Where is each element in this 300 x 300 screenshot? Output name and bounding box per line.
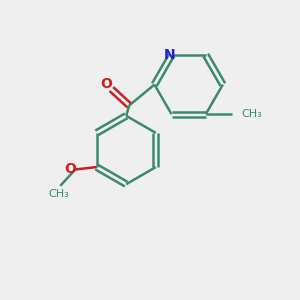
Text: O: O: [100, 77, 112, 91]
Text: CH₃: CH₃: [242, 109, 262, 119]
Text: CH₃: CH₃: [49, 189, 69, 199]
Text: O: O: [64, 163, 76, 176]
Text: N: N: [164, 48, 175, 62]
